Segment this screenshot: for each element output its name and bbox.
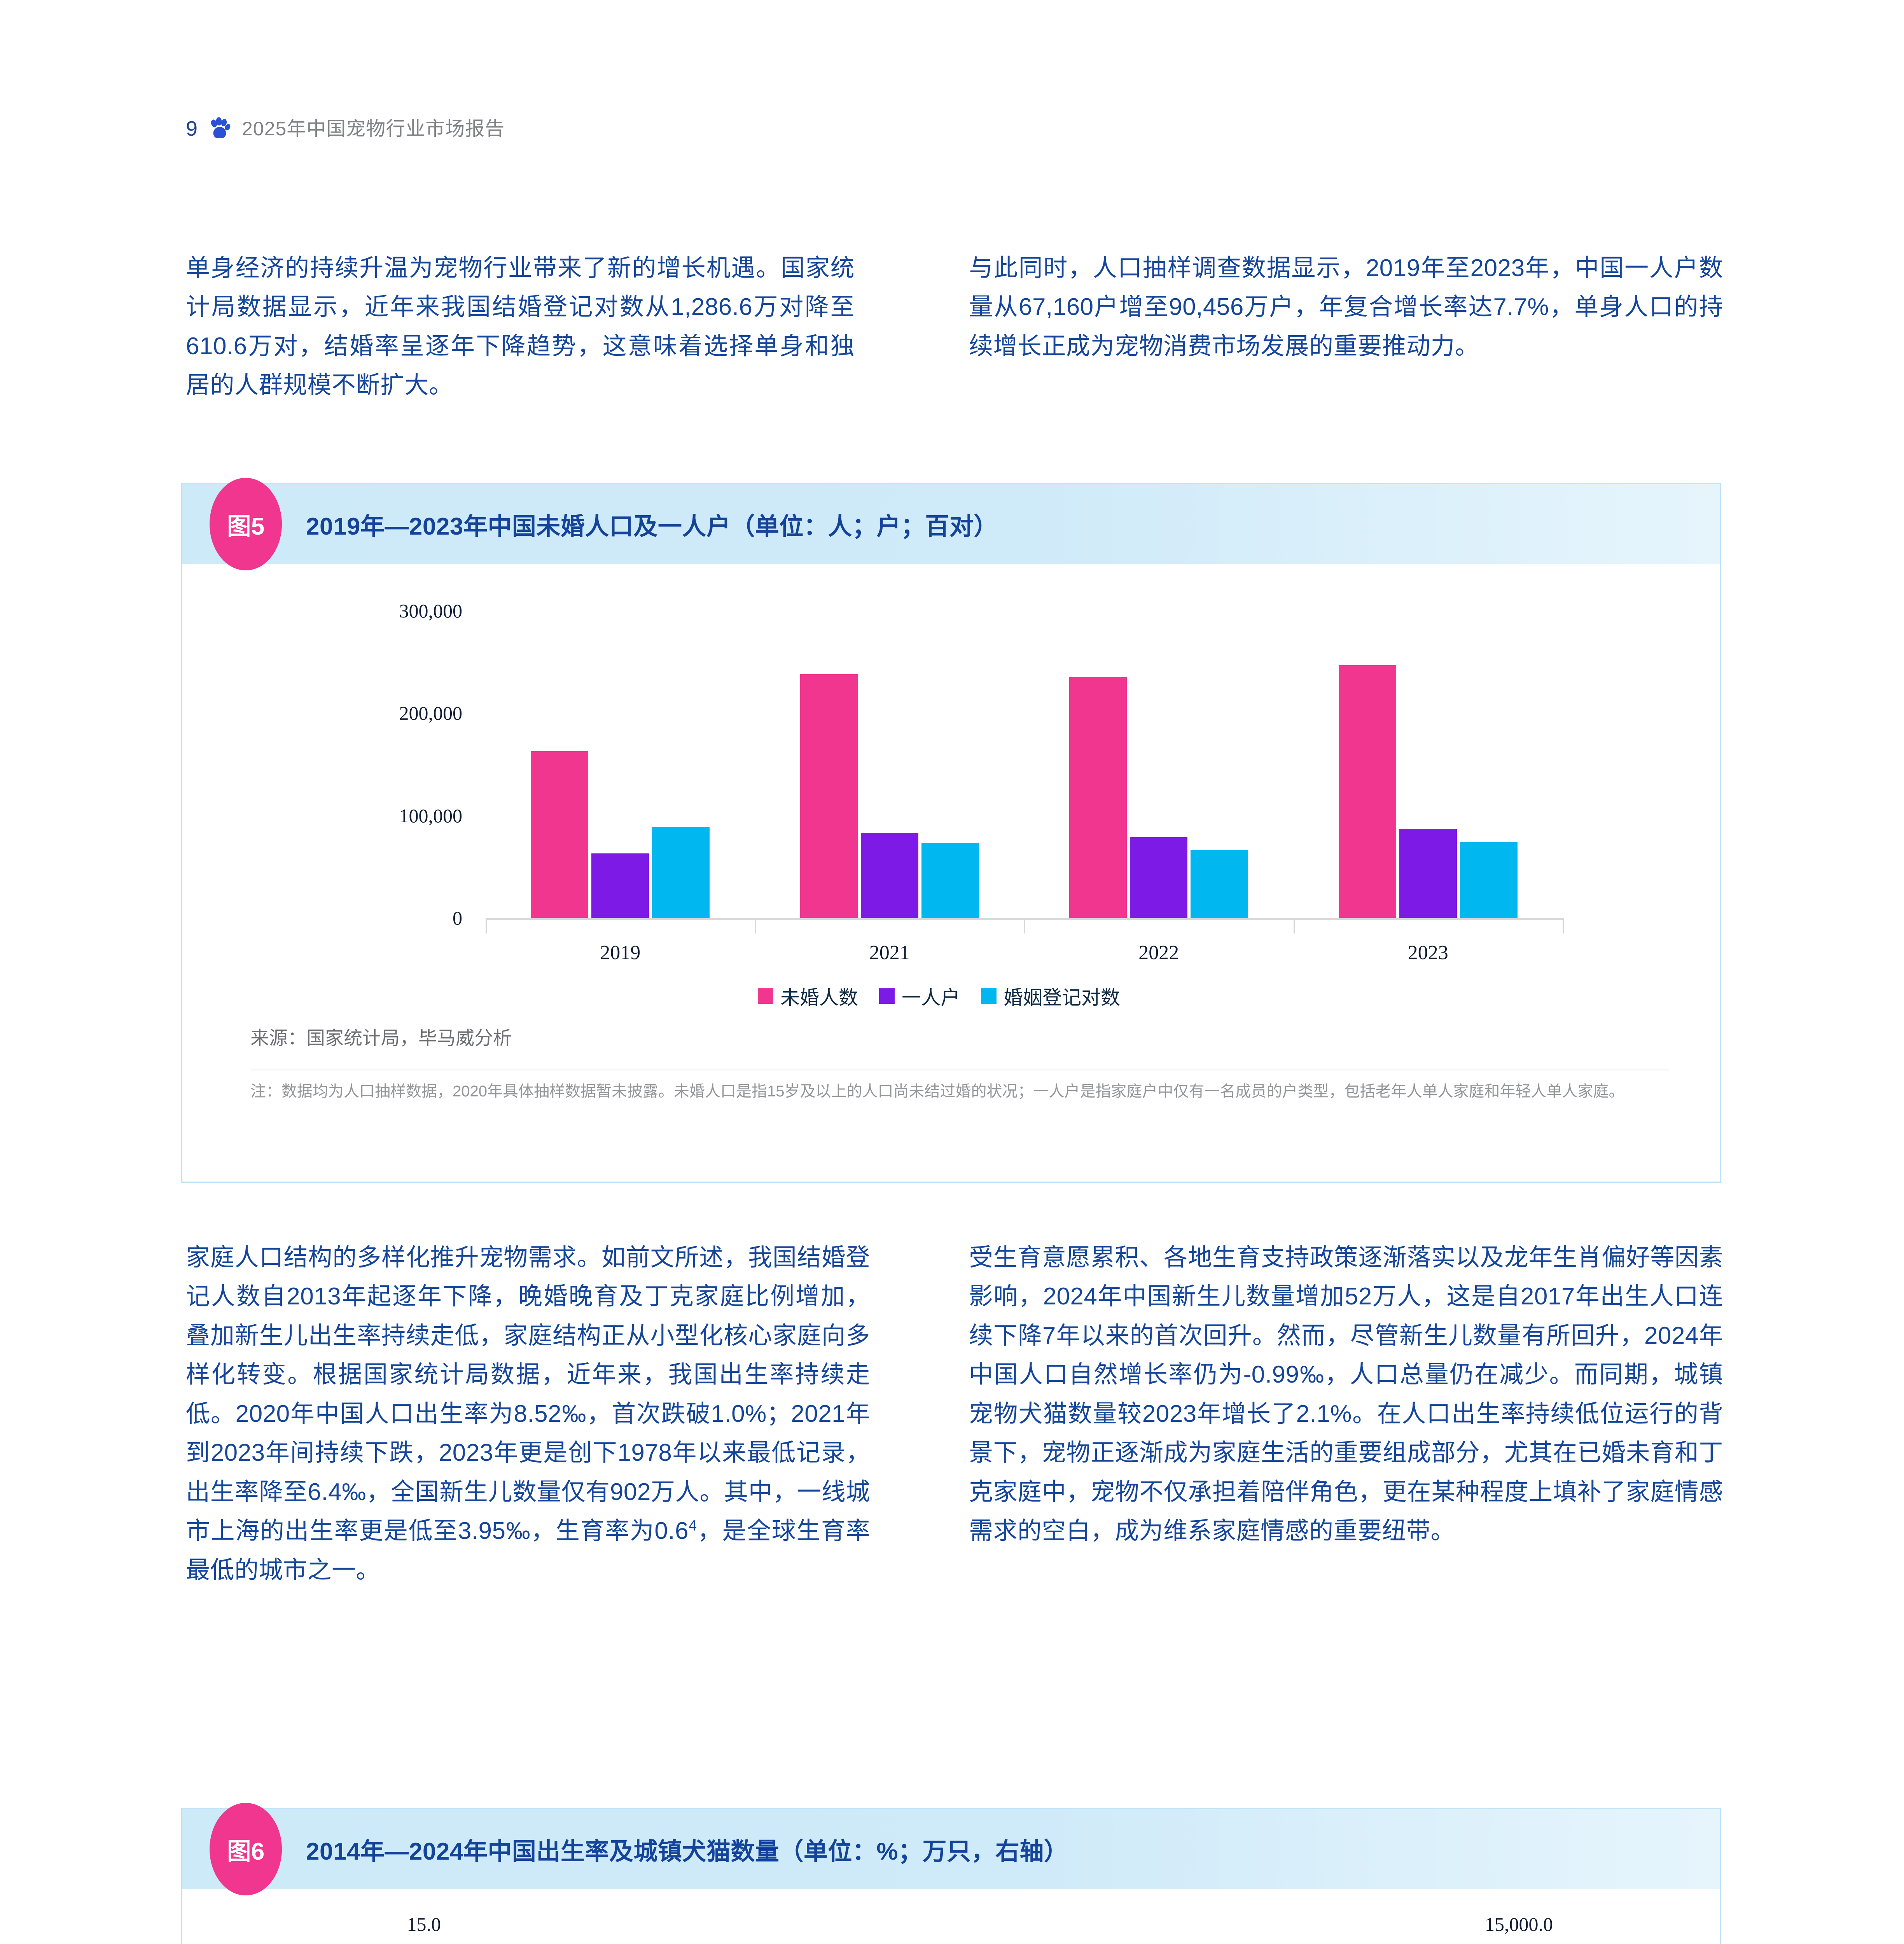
- document-title: 2025年中国宠物行业市场报告: [242, 118, 505, 140]
- figure-6: 图6 2014年—2024年中国出生率及城镇犬猫数量（单位：%；万只，右轴） 0…: [181, 1803, 1721, 1944]
- figure-5-badge: 图5: [210, 478, 282, 570]
- page-number: 9: [186, 117, 198, 140]
- chart-bar: [860, 833, 918, 918]
- chart-birthrate-and-pets: 0.05.010.015.00.05,000.010,000.015,000.0…: [182, 1889, 1720, 1944]
- x-axis-category-label: 2022: [1138, 942, 1179, 964]
- chart-unmarried-population: 0 100,000 200,000 300,000 2019 2021 2022 2023: [182, 564, 1720, 1031]
- x-axis-category-label: 2021: [869, 942, 910, 964]
- paragraph-column-left-bottom: 家庭人口结构的多样化推升宠物需求。如前文所述，我国结婚登记人数自2013年起逐年…: [186, 1238, 870, 1590]
- chart-bar: [1069, 677, 1127, 918]
- paragraph-column-right-bottom: 受生育意愿累积、各地生育支持政策逐渐落实以及龙年生肖偏好等因素影响，2024年中…: [969, 1238, 1723, 1551]
- x-axis-tick: [755, 918, 756, 934]
- figure-6-header: 图6 2014年—2024年中国出生率及城镇犬猫数量（单位：%；万只，右轴）: [182, 1803, 1720, 1895]
- chart-bar: [531, 751, 589, 918]
- legend-item: 一人户: [879, 982, 960, 1010]
- figure-6-title: 2014年—2024年中国出生率及城镇犬猫数量（单位：%；万只，右轴）: [306, 1838, 1068, 1865]
- y-axis-label: 300,000: [399, 600, 463, 622]
- chart-bar: [1399, 829, 1457, 918]
- chart-bar: [1130, 837, 1188, 918]
- x-axis-category-label: 2023: [1407, 942, 1448, 964]
- figure-5-note: 注：数据均为人口抽样数据，2020年具体抽样数据暂未披露。未婚人口是指15岁及以…: [250, 1083, 1624, 1100]
- figure-5-source: 来源：国家统计局，毕马威分析: [250, 1028, 512, 1049]
- x-axis-tick: [486, 918, 487, 934]
- chart-bar: [1191, 850, 1248, 918]
- legend-swatch: [879, 988, 895, 1004]
- chart-bar: [591, 853, 649, 918]
- y-axis-label: 100,000: [399, 804, 463, 827]
- figure-5-title: 2019年—2023年中国未婚人口及一人户（单位：人；户；百对）: [306, 513, 998, 540]
- legend-swatch: [758, 988, 773, 1004]
- chart-bar: [1460, 842, 1518, 918]
- legend-item: 未婚人数: [758, 982, 858, 1010]
- y-axis-left-label: 15.0: [407, 1913, 441, 1935]
- y-axis-label: 0: [453, 907, 462, 929]
- paragraph-column-right-top: 与此同时，人口抽样调查数据显示，2019年至2023年，中国一人户数量从67,1…: [969, 249, 1723, 366]
- legend-label: 未婚人数: [780, 987, 858, 1009]
- figure-5: 图5 2019年—2023年中国未婚人口及一人户（单位：人；户；百对） 0 100…: [181, 478, 1721, 1183]
- legend-label: 婚姻登记对数: [1004, 987, 1120, 1009]
- footnote-marker: 4: [689, 1517, 697, 1534]
- x-axis-tick: [1024, 918, 1025, 934]
- legend-swatch: [981, 988, 997, 1004]
- paragraph-text-part2: ，是全球生育率最低的城市之一。: [186, 1517, 870, 1584]
- paragraph-text: 受生育意愿累积、各地生育支持政策逐渐落实以及龙年生肖偏好等因素影响，2024年中…: [969, 1244, 1723, 1545]
- chart-bar: [800, 674, 858, 918]
- paragraph-text: 家庭人口结构的多样化推升宠物需求。如前文所述，我国结婚登记人数自2013年起逐年…: [186, 1238, 870, 1590]
- paragraph-text-part1: 家庭人口结构的多样化推升宠物需求。如前文所述，我国结婚登记人数自2013年起逐年…: [186, 1244, 870, 1545]
- y-axis-label: 200,000: [399, 702, 463, 724]
- figure-6-badge: 图6: [210, 1803, 282, 1895]
- page-header: 9 2025年中国宠物行业市场报告: [186, 117, 505, 141]
- chart-bar: [652, 827, 710, 918]
- chart-bar: [1338, 665, 1396, 918]
- paragraph-text: 单身经济的持续升温为宠物行业带来了新的增长机遇。国家统计局数据显示，近年来我国结…: [186, 255, 855, 399]
- chart-bar: [921, 843, 979, 918]
- x-axis-tick: [1563, 918, 1564, 934]
- chart-5-legend: 未婚人数 一人户 婚姻登记对数: [758, 982, 1120, 1010]
- y-axis-right-label: 15,000.0: [1485, 1913, 1553, 1935]
- figure-5-header: 图5 2019年—2023年中国未婚人口及一人户（单位：人；户；百对）: [182, 478, 1720, 570]
- x-axis-category-label: 2019: [600, 942, 641, 964]
- legend-label: 一人户: [902, 987, 960, 1009]
- x-axis-tick: [1293, 918, 1295, 934]
- paw-icon: [208, 117, 232, 141]
- paragraph-column-left-top: 单身经济的持续升温为宠物行业带来了新的增长机遇。国家统计局数据显示，近年来我国结…: [186, 249, 855, 405]
- paragraph-text: 与此同时，人口抽样调查数据显示，2019年至2023年，中国一人户数量从67,1…: [969, 255, 1723, 360]
- legend-item: 婚姻登记对数: [981, 982, 1120, 1010]
